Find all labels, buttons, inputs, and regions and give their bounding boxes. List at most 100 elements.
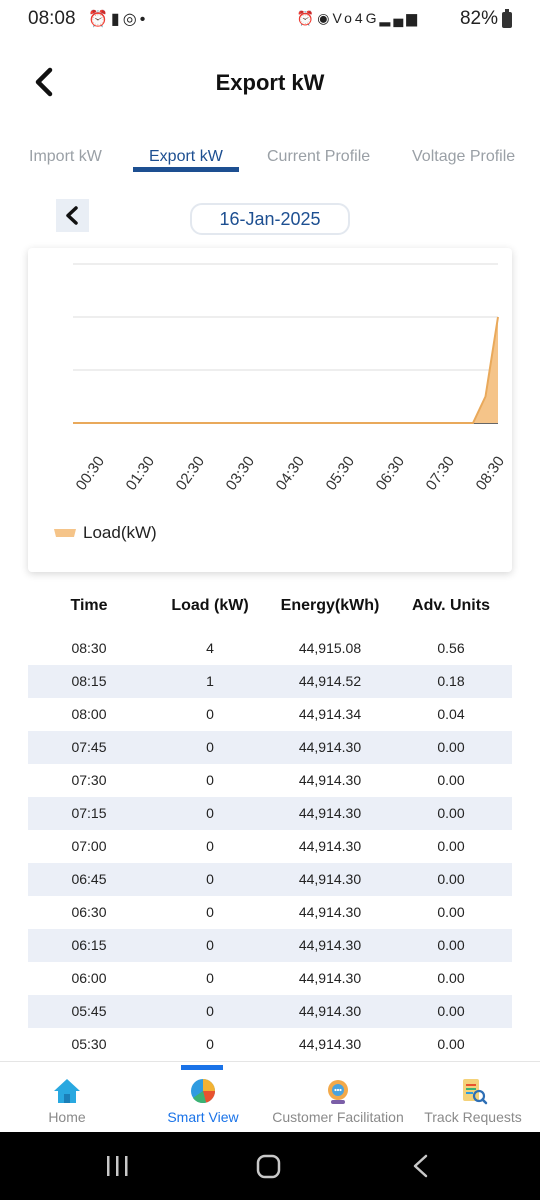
x-tick-label: 02:30	[173, 453, 208, 494]
cell-time: 06:00	[71, 970, 107, 986]
tab-export-kw[interactable]: Export kW	[149, 148, 223, 165]
status-bar: 08:08 ⏰▮◎• ⏰◉Vo4G▂▄▆ 82%	[0, 0, 540, 40]
cell-adv-units: 0.00	[437, 1036, 465, 1052]
support-agent-icon	[328, 1080, 348, 1104]
chart-card: 00:30 01:30 02:30 03:30 04:30 05:30 06:30 07:30…	[28, 248, 512, 572]
cell-load: 0	[206, 706, 214, 722]
cell-time: 07:45	[71, 739, 107, 755]
cell-time: 05:45	[71, 1003, 107, 1019]
home-icon	[54, 1079, 80, 1103]
cell-load: 0	[206, 838, 214, 854]
cell-adv-units: 0.00	[437, 772, 465, 788]
table-row: 05:45 0 44,914.30 0.00	[28, 995, 512, 1028]
x-tick-label: 07:30	[423, 453, 458, 494]
cell-load: 0	[206, 772, 214, 788]
tab-voltage-profile[interactable]: Voltage Profile	[412, 148, 516, 165]
cell-load: 1	[206, 673, 214, 689]
notification-icons: ⏰▮◎•	[88, 9, 148, 29]
system-navigation-bar	[0, 1132, 540, 1200]
x-tick-label: 04:30	[273, 453, 308, 494]
battery-icon	[502, 9, 512, 28]
cell-energy: 44,914.30	[298, 904, 362, 920]
cell-time: 08:00	[71, 706, 107, 722]
cell-adv-units: 0.00	[437, 805, 465, 821]
previous-date-button[interactable]	[56, 199, 89, 232]
legend-label: Load(kW)	[83, 523, 157, 542]
x-tick-label: 06:30	[373, 453, 408, 494]
home-system-button[interactable]	[256, 1154, 281, 1179]
hotspot-icon: ◉	[317, 10, 333, 26]
nav-home[interactable]: Home	[17, 1062, 117, 1133]
x-tick-label: 05:30	[323, 453, 358, 494]
nav-customer-facilitation[interactable]: Customer Facilitation	[267, 1062, 409, 1133]
cell-load: 0	[206, 904, 214, 920]
tab-import-kw[interactable]: Import kW	[29, 148, 102, 165]
cell-energy: 44,914.30	[298, 805, 362, 821]
column-header-time: Time	[70, 597, 108, 614]
cell-adv-units: 0.56	[437, 640, 465, 656]
4g-icon: 4G	[354, 10, 380, 26]
sim-icon: ▮	[110, 11, 123, 28]
data-table: Time Load (kW) Energy(kWh) Adv. Units 08…	[28, 588, 512, 1061]
nav-smart-view[interactable]: Smart View	[153, 1062, 253, 1133]
load-chart: 00:30 01:30 02:30 03:30 04:30 05:30 06:30 07:30…	[54, 263, 508, 542]
cell-energy: 44,914.30	[298, 772, 362, 788]
x-tick-label: 03:30	[223, 453, 258, 494]
cell-energy: 44,914.30	[298, 739, 362, 755]
table-body: 08:30 4 44,915.08 0.56 08:15 1 44,914.52 0.18 08…	[28, 632, 512, 1061]
cell-energy: 44,914.30	[298, 1003, 362, 1019]
recent-apps-button[interactable]	[107, 1156, 128, 1176]
cell-time: 08:30	[71, 640, 107, 656]
instagram-icon: ◎	[122, 11, 140, 28]
cell-time: 07:30	[71, 772, 107, 788]
cell-adv-units: 0.04	[437, 706, 465, 722]
cell-time: 07:00	[71, 838, 107, 854]
system-icons: ⏰◉Vo4G▂▄▆	[297, 10, 420, 27]
cell-load: 0	[206, 1003, 214, 1019]
cell-energy: 44,914.52	[298, 673, 362, 689]
battery-percent: 82%	[459, 8, 498, 29]
nav-track-requests[interactable]: Track Requests	[418, 1062, 528, 1133]
column-header-load: Load (kW)	[171, 597, 249, 614]
table-row: 08:00 0 44,914.34 0.04	[28, 698, 512, 731]
status-time: 08:08	[28, 8, 76, 29]
active-tab-indicator	[133, 167, 239, 172]
page-title: Export kW	[215, 70, 325, 95]
cell-adv-units: 0.00	[437, 970, 465, 986]
cell-adv-units: 0.00	[437, 739, 465, 755]
cell-energy: 44,914.30	[298, 970, 362, 986]
cell-load: 0	[206, 805, 214, 821]
legend-swatch	[54, 529, 76, 537]
table-row: 08:15 1 44,914.52 0.18	[28, 665, 512, 698]
cell-adv-units: 0.00	[437, 1003, 465, 1019]
cell-adv-units: 0.00	[437, 871, 465, 887]
date-selector[interactable]: 16-Jan-2025	[190, 203, 350, 235]
bottom-nav: Home Smart View Customer Facilitation	[0, 1061, 540, 1132]
nav-active-indicator	[181, 1065, 223, 1070]
table-row: 06:00 0 44,914.30 0.00	[28, 962, 512, 995]
series-line-load	[73, 316, 499, 424]
chevron-left-icon	[66, 206, 78, 225]
cell-load: 4	[206, 640, 214, 656]
x-tick-label: 01:30	[123, 453, 158, 494]
cell-energy: 44,914.30	[298, 937, 362, 953]
alarm-icon: ⏰	[296, 10, 318, 26]
nav-customer-facilitation-label: Customer Facilitation	[272, 1109, 404, 1125]
back-button[interactable]	[26, 62, 66, 102]
cell-time: 06:30	[71, 904, 107, 920]
track-requests-icon	[463, 1079, 488, 1105]
back-system-button[interactable]	[413, 1154, 428, 1178]
cell-energy: 44,914.30	[298, 1036, 362, 1052]
cell-adv-units: 0.18	[437, 673, 465, 689]
cell-time: 05:30	[71, 1036, 107, 1052]
cell-load: 0	[206, 1036, 214, 1052]
pie-chart-icon	[191, 1079, 215, 1104]
column-header-adv-units: Adv. Units	[412, 597, 490, 614]
cell-adv-units: 0.00	[437, 904, 465, 920]
cell-energy: 44,914.34	[298, 706, 362, 722]
table-row: 07:45 0 44,914.30 0.00	[28, 731, 512, 764]
tab-current-profile[interactable]: Current Profile	[267, 148, 371, 165]
column-header-energy: Energy(kWh)	[280, 597, 380, 614]
cell-load: 0	[206, 970, 214, 986]
table-row: 07:30 0 44,914.30 0.00	[28, 764, 512, 797]
